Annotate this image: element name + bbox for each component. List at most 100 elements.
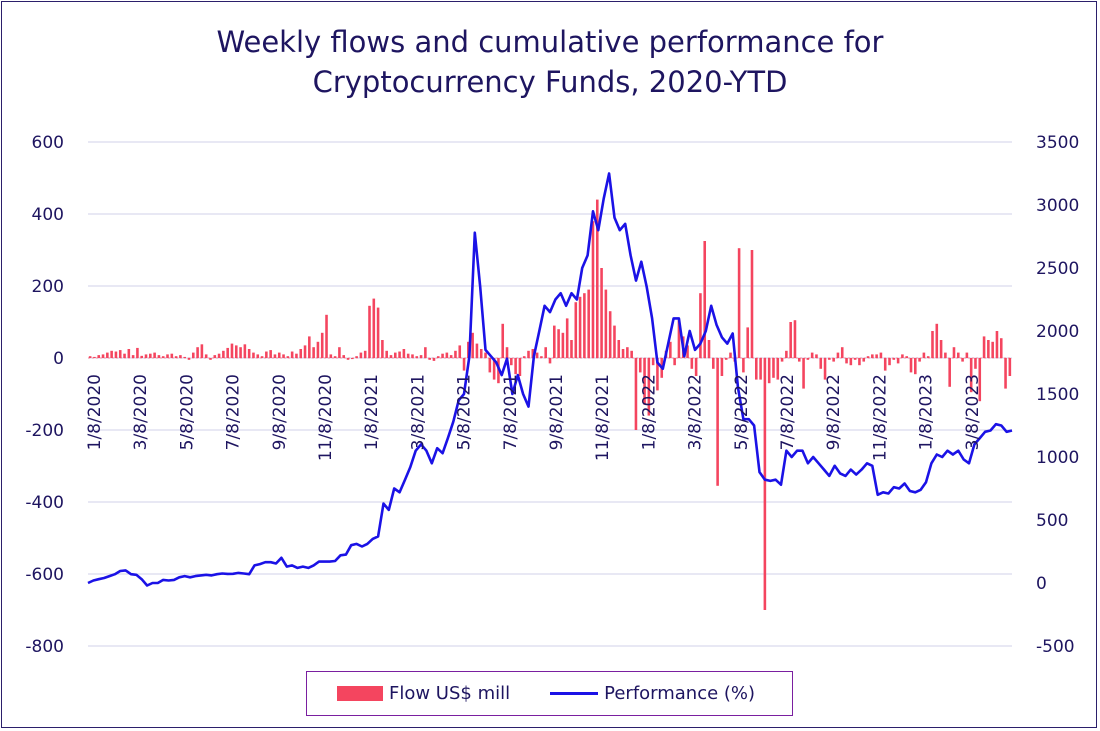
flow-bar [415, 356, 419, 358]
flow-bar [389, 355, 393, 358]
flow-bar [905, 356, 908, 358]
flow-bar [935, 323, 939, 358]
flow-bar [179, 355, 182, 358]
legend-flow-label: Flow US$ mill [389, 683, 511, 704]
flow-bar [411, 354, 414, 358]
flow-bar [849, 358, 853, 366]
flow-bar [956, 352, 960, 358]
flow-bar [475, 343, 479, 358]
flow-bar [393, 352, 397, 358]
flow-bar [1004, 358, 1007, 389]
flow-bar [789, 322, 792, 358]
legend-item-flow: Flow US$ mill [307, 683, 510, 704]
flow-bar [595, 199, 599, 358]
y-left-tick-label: -400 [25, 493, 64, 513]
flow-bar [428, 358, 431, 360]
y-left-tick-label: 0 [53, 349, 64, 369]
flow-bar [832, 358, 835, 362]
flow-bar [914, 358, 917, 375]
flow-bar [1008, 358, 1012, 376]
flow-bar [999, 338, 1003, 358]
flow-bar [845, 358, 848, 364]
flow-bar [621, 349, 625, 358]
flow-bar [501, 323, 505, 358]
flow-bar [840, 347, 844, 358]
flow-bar [634, 358, 638, 430]
legend: Flow US$ mill Performance (%) [306, 671, 793, 716]
flow-bar [888, 358, 891, 366]
flow-bar [458, 345, 462, 358]
flow-bar [484, 352, 487, 358]
flow-bar [707, 340, 711, 358]
flow-bar [759, 358, 762, 380]
y-right-tick-label: 0 [1036, 574, 1047, 594]
flow-bar [127, 349, 131, 358]
flow-bar [402, 349, 406, 358]
flow-bar [265, 351, 268, 358]
flow-bar [372, 298, 376, 358]
chart-title: Weekly flows and cumulative performance … [0, 22, 1100, 102]
flow-bar [613, 325, 616, 358]
flow-bar [638, 358, 642, 373]
flow-bar [608, 311, 612, 358]
flow-bar [273, 354, 277, 358]
flow-bar [535, 352, 539, 358]
flow-bar [449, 355, 453, 358]
x-tick-label: 11/8/2022 [870, 374, 890, 461]
flow-bar [677, 320, 681, 358]
flow-bar [780, 358, 784, 362]
flow-bar [853, 358, 857, 360]
flow-bar [217, 353, 221, 358]
flow-bar [587, 289, 590, 358]
flow-bar [570, 340, 573, 358]
flow-bar [690, 358, 694, 369]
flow-bar [312, 347, 315, 358]
flow-bar [488, 358, 492, 373]
flow-bar [995, 331, 999, 358]
x-tick-label: 11/8/2021 [593, 374, 613, 461]
flow-bar [883, 358, 887, 371]
x-tick-label: 3/8/2020 [131, 374, 151, 450]
flow-bar [234, 345, 238, 358]
flow-bar [647, 358, 651, 416]
x-tick-label: 9/8/2020 [270, 374, 290, 450]
legend-performance-label: Performance (%) [604, 683, 756, 704]
flow-bar [617, 340, 621, 358]
flow-bar [368, 305, 371, 358]
flow-bar [694, 358, 698, 376]
flow-bar [746, 327, 749, 358]
flow-bar [669, 341, 672, 358]
flow-bar [918, 358, 921, 362]
flow-bar [819, 358, 823, 369]
flow-bar [471, 332, 474, 358]
flow-bar [909, 358, 913, 373]
flow-bar [114, 351, 118, 358]
flow-bar [131, 355, 135, 358]
flow-bar [505, 347, 509, 358]
flow-bar [385, 350, 388, 358]
flow-bar [926, 356, 930, 358]
y-left-tick-label: 400 [32, 205, 64, 225]
x-tick-label: 7/8/2021 [501, 374, 521, 450]
flow-bar [557, 329, 560, 358]
flow-bar [226, 347, 229, 358]
flow-bar [325, 314, 328, 358]
y-right-tick-label: 2000 [1036, 322, 1079, 342]
flow-bar [338, 347, 341, 358]
flow-bar [230, 343, 234, 358]
flow-bar [355, 356, 358, 358]
flow-bar [97, 355, 101, 358]
flow-bar [406, 353, 410, 358]
x-tick-label: 1/8/2020 [85, 374, 105, 450]
flow-bar [815, 354, 818, 358]
flow-bar [213, 355, 217, 358]
flow-bar [879, 352, 883, 358]
flow-bar [299, 349, 303, 358]
x-tick-label: 1/8/2023 [917, 374, 937, 450]
flow-bar [351, 358, 354, 360]
flow-bar [720, 358, 724, 376]
flow-bar [797, 358, 801, 362]
flow-bar [802, 358, 805, 389]
flow-bar [544, 347, 547, 358]
flow-bar [106, 352, 109, 358]
